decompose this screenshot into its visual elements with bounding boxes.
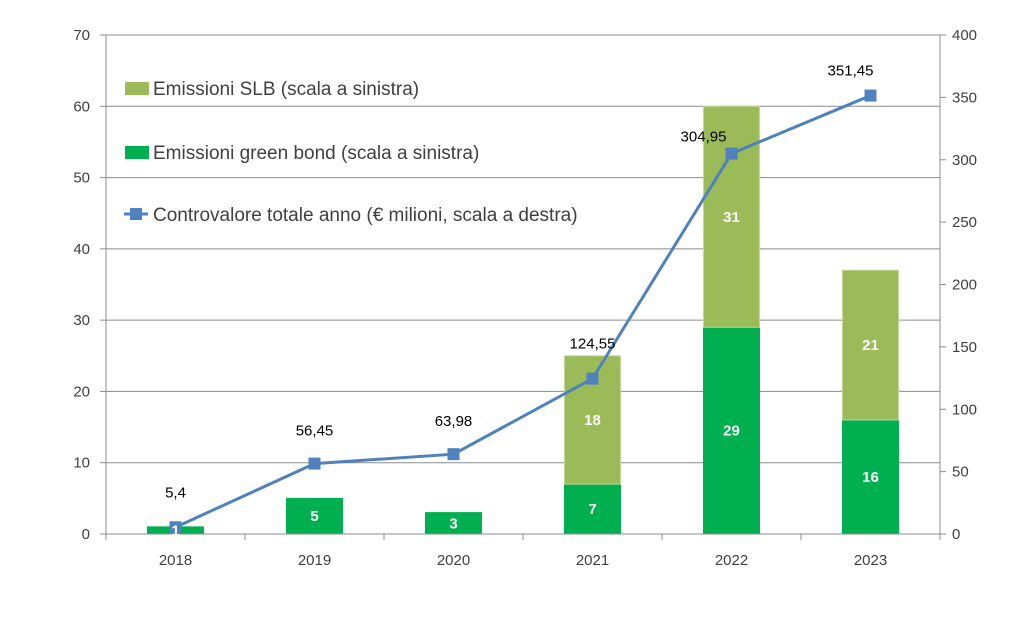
- legend-marker: [130, 208, 142, 220]
- line-series: [169, 89, 877, 534]
- right-axis-tick-label: 350: [952, 89, 977, 106]
- left-axis-tick-label: 40: [73, 241, 90, 258]
- line-point-marker: [586, 372, 599, 385]
- x-axis-tick-label: 2021: [576, 552, 609, 569]
- line-point-marker: [725, 147, 738, 160]
- legend-label: Controvalore totale anno (€ milioni, sca…: [153, 205, 578, 226]
- bar-data-label: 1: [171, 522, 179, 539]
- left-axis-tick-label: 10: [73, 455, 90, 472]
- right-axis-tick-label: 50: [952, 464, 969, 481]
- left-axis-tick-label: 30: [73, 312, 90, 329]
- legend-swatch: [125, 82, 149, 95]
- x-axis-tick-label: 2020: [437, 552, 470, 569]
- bar-slb: [842, 269, 899, 421]
- right-axis-tick-label: 400: [952, 27, 977, 44]
- right-axis-tick-label: 200: [952, 277, 977, 294]
- legend-label: Emissioni green bond (scala a sinistra): [153, 143, 479, 164]
- line-point-marker: [864, 89, 877, 102]
- line-point-marker: [447, 448, 460, 461]
- gridlines: [106, 34, 940, 464]
- x-axis-tick-label: 2019: [298, 552, 331, 569]
- line-data-label: 63,98: [435, 413, 473, 430]
- x-axis-tick-label: 2022: [715, 552, 748, 569]
- bar-slb: [703, 105, 760, 328]
- bar-data-label: 18: [584, 412, 601, 429]
- line-point-marker: [308, 457, 321, 470]
- right-axis-tick-label: 250: [952, 214, 977, 231]
- bars: [147, 105, 899, 535]
- right-axis-tick-label: 0: [952, 526, 960, 543]
- line-data-label: 351,45: [828, 63, 874, 80]
- left-axis-tick-label: 70: [73, 27, 90, 44]
- right-axis-tick-label: 300: [952, 152, 977, 169]
- bar-data-label: 16: [862, 469, 879, 486]
- bar-data-label: 31: [723, 209, 740, 226]
- x-axis-tick-label: 2018: [159, 552, 192, 569]
- legend: Emissioni SLB (scala a sinistra) Emission…: [124, 79, 578, 226]
- right-axis-tick-label: 150: [952, 339, 977, 356]
- bar-green-bond: [842, 419, 899, 535]
- line-data-label: 124,55: [570, 336, 616, 353]
- legend-label: Emissioni SLB (scala a sinistra): [153, 79, 419, 100]
- left-axis-tick-label: 0: [82, 526, 90, 543]
- legend-swatch: [125, 146, 149, 159]
- total-value-line: [174, 94, 872, 529]
- line-point-marker: [169, 521, 182, 534]
- line-data-label: 56,45: [296, 423, 334, 440]
- right-axis-tick-label: 100: [952, 401, 977, 418]
- data-labels: 1 5 3 7 18 29 31 16 21 5,4 56,45 63,98 124,55 304,95 3…: [165, 63, 879, 540]
- axes: 0 10 20 30 40 50 60 70 0 50 100 150 200 250 300 350 400 2…: [73, 27, 977, 569]
- x-axis-tick-label: 2023: [854, 552, 887, 569]
- bar-data-label: 21: [862, 337, 879, 354]
- bar-data-label: 5: [310, 508, 318, 525]
- line-data-label: 5,4: [165, 484, 186, 501]
- bar-data-label: 7: [588, 501, 596, 518]
- bar-data-label: 29: [723, 423, 740, 440]
- bar-data-label: 3: [449, 515, 457, 532]
- left-axis-tick-label: 20: [73, 383, 90, 400]
- left-axis-tick-label: 50: [73, 170, 90, 187]
- line-data-label: 304,95: [681, 129, 727, 146]
- left-axis-tick-label: 60: [73, 98, 90, 115]
